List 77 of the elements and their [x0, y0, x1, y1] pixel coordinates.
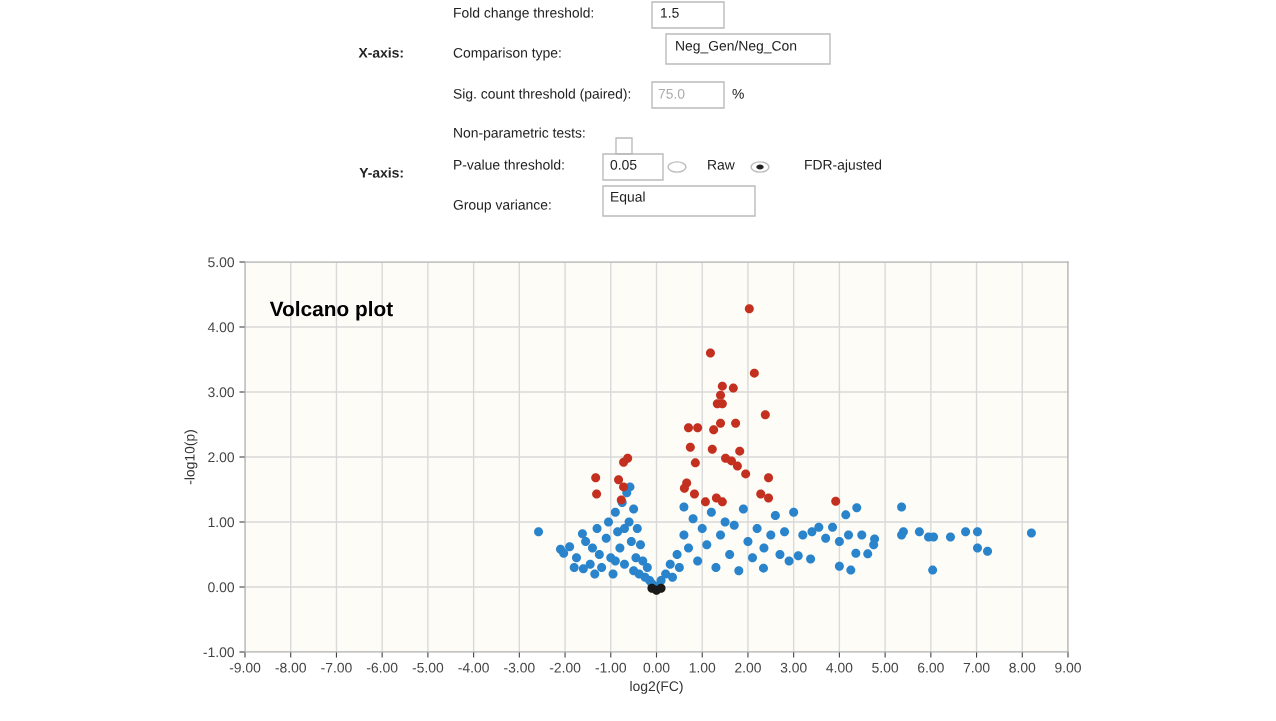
point: [731, 418, 741, 428]
point: [728, 383, 738, 393]
x-tick-label: -4.00: [458, 662, 489, 673]
text: Non-parametric tests:: [454, 127, 585, 141]
point: [760, 410, 770, 420]
point: [690, 458, 700, 468]
text: 75.0: [658, 88, 685, 99]
x-tick-label: -6.00: [366, 662, 398, 673]
point: [684, 423, 694, 433]
point: [717, 381, 727, 391]
x-tick-label: 1.00: [689, 662, 716, 673]
point: [831, 496, 841, 506]
x-tick-label: -3.00: [504, 662, 535, 673]
x-tick-label: 4.00: [826, 662, 853, 673]
x-tick-label: 2.00: [735, 662, 761, 673]
y-tick-label: 3.00: [208, 387, 235, 398]
text: Equal: [611, 191, 645, 205]
y-tick-label: 4.00: [207, 322, 235, 333]
point: [709, 425, 719, 435]
y-tick-label: 2.00: [208, 452, 235, 463]
text: %: [732, 88, 744, 99]
x-tick-label: 3.00: [780, 662, 807, 673]
text: Group variance:: [453, 199, 551, 213]
x-axis-title: log2(FC): [630, 680, 683, 694]
point: [716, 418, 726, 428]
x-tick-label: 6.00: [918, 662, 944, 673]
point: [685, 442, 695, 452]
text: Comparison type:: [453, 47, 561, 61]
point: [732, 461, 742, 471]
x-tick-label: 7.00: [963, 662, 990, 673]
y-tick-label: 0.00: [208, 582, 235, 593]
text: Y-axis:: [359, 167, 403, 178]
x-tick-label: -9.00: [229, 662, 261, 673]
y-tick-label: 5.00: [208, 257, 235, 268]
point: [705, 348, 715, 358]
point: [693, 423, 703, 433]
x-tick-label: 9.00: [1055, 662, 1081, 673]
x-tick-label: 0.00: [643, 662, 670, 673]
point: [735, 446, 745, 456]
text: Fold change threshold:: [454, 7, 594, 21]
point: [716, 390, 726, 400]
point: [744, 304, 754, 314]
text: Raw: [708, 160, 735, 170]
x-tick-label: 5.00: [872, 662, 899, 673]
x-tick-label: -1.00: [595, 662, 627, 673]
point: [741, 469, 751, 479]
point: [764, 473, 774, 483]
text: 1.5: [661, 8, 679, 18]
x-tick-label: -7.00: [321, 662, 352, 673]
x-tick-label: -2.00: [549, 662, 581, 673]
point: [749, 368, 759, 378]
point: [717, 497, 727, 507]
x-tick-label: -8.00: [275, 662, 307, 673]
point: [591, 473, 601, 483]
point: [619, 482, 629, 492]
text: Neg_Gen/Neg_Con: [676, 40, 797, 54]
text: Volcano plot: [269, 301, 393, 321]
point: [700, 497, 710, 507]
y-axis-title: -log10(p): [184, 430, 198, 485]
x-tick-label: 8.00: [1009, 662, 1036, 673]
y-tick-label: -1.00: [203, 647, 235, 658]
text: X-axis:: [358, 47, 403, 58]
text: 0.05: [610, 159, 637, 170]
point: [592, 489, 602, 499]
point: [679, 483, 689, 493]
text: FDR-ajusted: [805, 159, 882, 173]
text: P-value threshold:: [454, 159, 564, 170]
point: [764, 493, 774, 503]
point: [756, 489, 766, 499]
y-tick-label: 1.00: [208, 517, 235, 528]
point: [707, 444, 717, 454]
point: [614, 475, 624, 485]
point: [726, 456, 736, 466]
text: Sig. count threshold (paired):: [453, 88, 631, 102]
x-tick-label: -5.00: [412, 662, 444, 673]
point: [689, 489, 699, 499]
point: [623, 453, 633, 463]
